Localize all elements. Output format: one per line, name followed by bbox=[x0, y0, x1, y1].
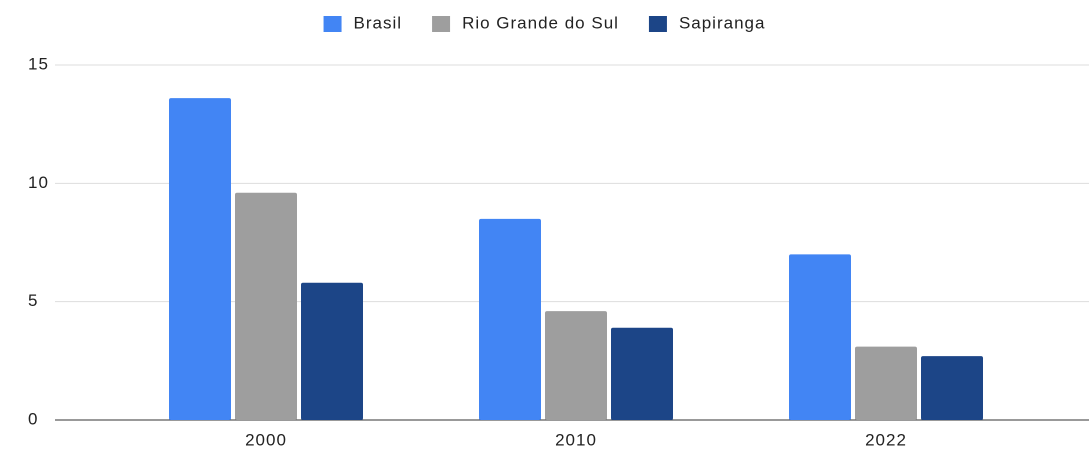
y-tick-label: 10 bbox=[28, 173, 49, 192]
legend-label: Rio Grande do Sul bbox=[462, 13, 619, 32]
bar bbox=[479, 218, 541, 420]
x-tick-label: 2022 bbox=[865, 430, 907, 449]
y-tick-label: 15 bbox=[28, 54, 49, 73]
legend-label: Brasil bbox=[354, 13, 403, 32]
bar bbox=[611, 327, 673, 420]
legend-label: Sapiranga bbox=[679, 13, 766, 32]
bar bbox=[855, 346, 917, 420]
legend-swatch bbox=[323, 16, 342, 32]
bar bbox=[921, 356, 983, 420]
x-tick-label: 2000 bbox=[245, 430, 287, 449]
bar bbox=[301, 282, 363, 420]
bar bbox=[789, 254, 851, 420]
y-tick-label: 0 bbox=[28, 409, 38, 428]
bar bbox=[169, 98, 231, 420]
legend-swatch bbox=[432, 16, 451, 32]
bar bbox=[235, 192, 297, 420]
legend-swatch bbox=[648, 16, 667, 32]
y-tick-label: 5 bbox=[28, 291, 38, 310]
x-tick-label: 2010 bbox=[555, 430, 597, 449]
bar bbox=[545, 311, 607, 420]
